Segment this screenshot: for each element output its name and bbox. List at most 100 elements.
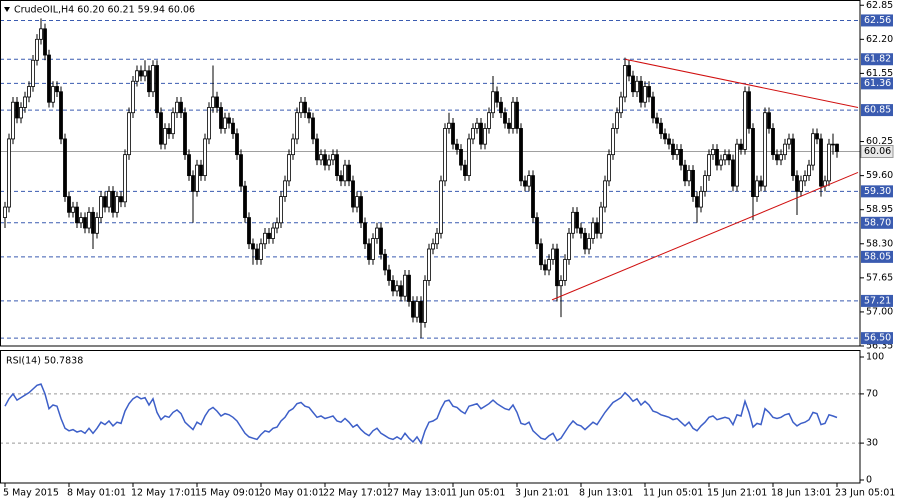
rsi-tick-label: 70 xyxy=(866,388,878,399)
price-panel xyxy=(0,18,860,339)
level-label: 58.70 xyxy=(864,217,891,228)
candle-body xyxy=(283,180,287,197)
candle-body xyxy=(195,164,199,192)
candle-body xyxy=(595,222,599,234)
candle-body xyxy=(231,122,235,135)
candle-body xyxy=(115,196,119,213)
candle-body xyxy=(275,222,279,229)
candle-body xyxy=(807,164,811,177)
candle-body xyxy=(819,138,823,187)
candle-body xyxy=(223,117,227,129)
candle-body xyxy=(495,91,499,103)
candle-body xyxy=(71,206,75,213)
candle-body xyxy=(539,243,543,266)
candle-body xyxy=(411,301,415,318)
candle-body xyxy=(215,96,219,108)
candle-body xyxy=(395,285,399,292)
candle-body xyxy=(455,143,459,150)
x-tick-label: 8 Jun 13:01 xyxy=(579,488,633,499)
candle-body xyxy=(691,169,695,197)
x-tick-label: 1 Jun 05:01 xyxy=(451,488,505,499)
candle-body xyxy=(799,180,803,192)
current-price-box xyxy=(860,145,894,159)
rsi-title: RSI(14) 50.7838 xyxy=(6,356,83,367)
candle-body xyxy=(23,96,27,108)
candle-body xyxy=(623,65,627,98)
candle-body xyxy=(667,138,671,145)
menu-arrow[interactable] xyxy=(4,7,10,12)
candle-body xyxy=(803,175,807,182)
candle-body xyxy=(391,280,395,292)
candle-body xyxy=(715,149,719,166)
candle-body xyxy=(243,185,247,218)
candle-body xyxy=(287,154,291,182)
candle-body xyxy=(399,285,403,297)
rsi-panel xyxy=(0,383,860,445)
candle-body xyxy=(827,143,831,182)
candle-body xyxy=(107,190,111,208)
candle-body xyxy=(407,274,411,302)
candle-body xyxy=(671,143,675,156)
candle-body xyxy=(451,122,455,145)
candle-body xyxy=(655,117,659,124)
level-label: 61.36 xyxy=(864,78,891,89)
candle-body xyxy=(91,211,95,234)
candle-body xyxy=(619,96,623,114)
x-tick-label: 20 May 01:01 xyxy=(259,488,324,499)
candle-body xyxy=(63,138,67,197)
level-label-box xyxy=(861,104,893,117)
candle-body xyxy=(151,65,155,93)
level-label: 56.50 xyxy=(864,333,891,344)
candle-body xyxy=(767,112,771,129)
candle-body xyxy=(199,164,203,177)
candle-body xyxy=(735,143,739,187)
candle-body xyxy=(759,180,763,187)
chart-header: CrudeOIL,H4 60.20 60.21 59.94 60.06 xyxy=(14,5,195,16)
candle-body xyxy=(7,138,11,208)
y-tick-label: 61.55 xyxy=(866,68,893,79)
candle-body xyxy=(279,196,283,224)
candle-body xyxy=(471,128,475,140)
rsi-tick-label: 30 xyxy=(866,438,878,449)
candle-body xyxy=(423,280,427,323)
candle-body xyxy=(319,154,323,161)
candle-body xyxy=(507,122,511,129)
candle-body xyxy=(155,65,159,114)
candle-body xyxy=(607,154,611,182)
candle-body xyxy=(127,112,131,156)
candle-body xyxy=(603,180,607,208)
candle-body xyxy=(311,117,315,140)
candle-body xyxy=(467,138,471,177)
candle-body xyxy=(159,112,163,145)
candle-body xyxy=(491,91,495,114)
candle-body xyxy=(55,86,59,93)
x-tick-label: 15 Jun 21:01 xyxy=(707,488,767,499)
candle-body xyxy=(111,190,115,213)
candle-body xyxy=(703,175,707,192)
candle-body xyxy=(219,107,223,129)
candle-body xyxy=(427,248,431,281)
candle-body xyxy=(475,122,479,129)
candle-body xyxy=(795,175,799,192)
candle-body xyxy=(343,164,347,182)
candle-body xyxy=(403,274,407,297)
candle-body xyxy=(347,164,351,182)
candle-body xyxy=(511,101,515,129)
candle-body xyxy=(519,128,523,182)
rsi-line xyxy=(4,383,838,445)
candle-body xyxy=(723,154,727,161)
candle-body xyxy=(207,107,211,140)
candle-body xyxy=(835,143,839,152)
level-label: 62.56 xyxy=(864,15,891,26)
candle-body xyxy=(31,59,35,87)
candle-body xyxy=(39,28,43,40)
candle-body xyxy=(527,175,531,187)
candle-body xyxy=(359,196,363,224)
candle-body xyxy=(479,122,483,145)
candle-body xyxy=(579,227,583,234)
y-tick-label: 59.60 xyxy=(866,170,893,181)
candle-body xyxy=(771,128,775,156)
candle-body xyxy=(627,65,631,77)
candle-body xyxy=(331,154,335,161)
level-label: 59.30 xyxy=(864,186,891,197)
